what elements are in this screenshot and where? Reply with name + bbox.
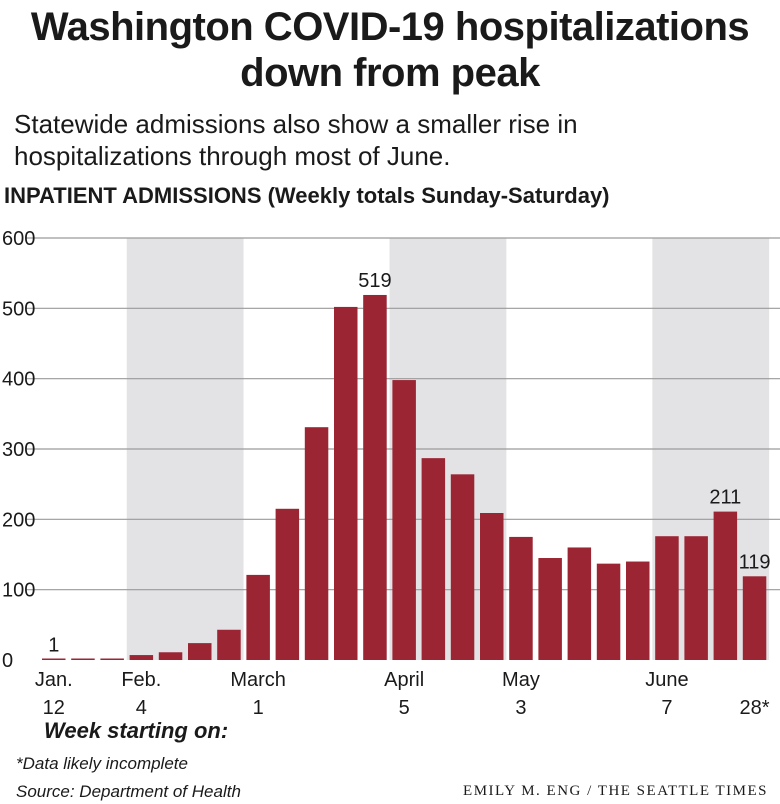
bar-11 xyxy=(363,294,387,660)
bar-3 xyxy=(129,655,154,660)
bar-15 xyxy=(480,513,504,660)
chart-title: Washington COVID-19 hospitalizations dow… xyxy=(0,4,780,96)
bar-14 xyxy=(450,474,475,660)
x-tick-month-0: Jan. xyxy=(35,669,73,691)
source-note: Source: Department of Health xyxy=(16,782,241,801)
bar-18 xyxy=(567,547,592,660)
x-tick-day-24: 28* xyxy=(740,697,770,718)
section-label: INPATIENT ADMISSIONS (Weekly totals Sund… xyxy=(4,183,610,208)
y-tick-label-100: 100 xyxy=(2,580,35,602)
x-tick-day-12: 5 xyxy=(399,697,410,718)
data-label-0: 1 xyxy=(48,634,59,656)
bar-6 xyxy=(217,629,241,660)
x-axis-title: Week starting on: xyxy=(44,718,229,743)
data-label-24: 119 xyxy=(739,551,771,573)
y-axis-labels: 0 100 200 300 400 500 600 xyxy=(2,228,35,672)
title-line-1: Washington COVID-19 hospitalizations xyxy=(30,5,750,49)
bar-7 xyxy=(246,574,270,660)
bar-10 xyxy=(334,306,358,660)
data-label-23: 211 xyxy=(709,487,741,509)
x-tick-day-0: 12 xyxy=(43,697,65,718)
x-tick-month-3: Feb. xyxy=(121,669,161,691)
admissions-bar-chart: 0 100 200 300 400 500 600 1 519 211 119 Jan. 12 Feb… xyxy=(2,228,780,718)
y-tick-label-400: 400 xyxy=(2,369,35,391)
y-tick-label-300: 300 xyxy=(2,439,35,461)
bar-20 xyxy=(626,561,650,660)
x-tick-month-21: June xyxy=(645,669,688,691)
y-tick-label-500: 500 xyxy=(2,298,35,320)
chart-subtitle: Statewide admissions also show a smaller… xyxy=(14,108,774,172)
bar-1 xyxy=(71,658,95,660)
x-tick-month-12: April xyxy=(384,669,424,691)
data-label-11: 519 xyxy=(358,270,391,292)
credit: EMILY M. ENG / THE SEATTLE TIMES xyxy=(463,783,768,799)
bar-21 xyxy=(655,536,679,660)
footnote: *Data likely incomplete xyxy=(16,754,188,773)
bar-17 xyxy=(538,558,562,660)
bar-9 xyxy=(304,427,329,660)
x-tick-day-7: 1 xyxy=(253,697,264,718)
x-tick-month-7: March xyxy=(230,669,286,691)
bar-16 xyxy=(509,536,533,660)
bar-13 xyxy=(421,458,446,660)
x-tick-day-21: 7 xyxy=(661,697,672,718)
x-tick-day-3: 4 xyxy=(136,697,147,718)
x-tick-month-16: May xyxy=(502,669,540,691)
bar-22 xyxy=(684,536,708,660)
subtitle-line-2: hospitalizations through most of June. xyxy=(14,141,451,171)
y-tick-label-200: 200 xyxy=(2,509,35,531)
bar-12 xyxy=(392,380,416,660)
bars xyxy=(42,294,767,660)
bar-24 xyxy=(742,576,767,660)
bar-8 xyxy=(275,508,300,660)
subtitle-line-1: Statewide admissions also show a smaller… xyxy=(14,109,578,139)
bar-0 xyxy=(42,658,66,660)
bar-23 xyxy=(713,511,738,660)
x-axis-labels: Jan. 12 Feb. 4 March 1 April 5 May 3 June 7 28* xyxy=(35,669,770,718)
y-tick-label-600: 600 xyxy=(2,228,35,250)
bar-2 xyxy=(100,658,124,660)
bar-4 xyxy=(158,652,183,660)
bar-19 xyxy=(596,563,621,660)
data-labels: 1 519 211 119 xyxy=(48,270,770,656)
y-tick-label-0: 0 xyxy=(2,650,13,672)
x-tick-day-16: 3 xyxy=(515,697,526,718)
title-line-2: down from peak xyxy=(240,51,540,95)
bar-5 xyxy=(188,643,212,660)
gridlines xyxy=(26,237,780,591)
